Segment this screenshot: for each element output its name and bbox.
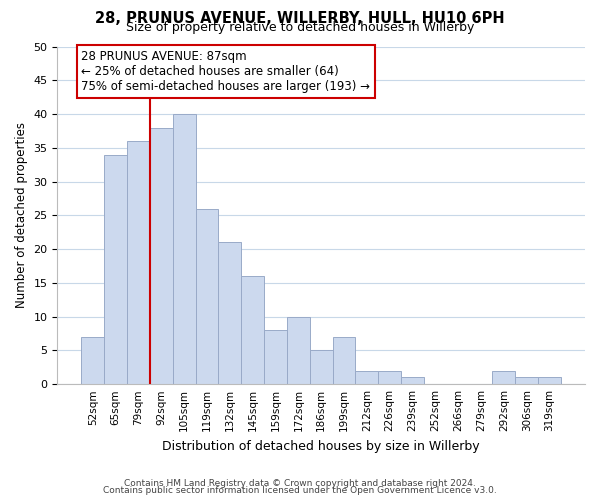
Bar: [379, 370, 401, 384]
Text: 28, PRUNUS AVENUE, WILLERBY, HULL, HU10 6PH: 28, PRUNUS AVENUE, WILLERBY, HULL, HU10 …: [95, 11, 505, 26]
Bar: [401, 378, 424, 384]
Text: Size of property relative to detached houses in Willerby: Size of property relative to detached ho…: [126, 21, 474, 34]
Bar: [218, 242, 241, 384]
Bar: [104, 154, 127, 384]
X-axis label: Distribution of detached houses by size in Willerby: Distribution of detached houses by size …: [163, 440, 480, 452]
Text: Contains public sector information licensed under the Open Government Licence v3: Contains public sector information licen…: [103, 486, 497, 495]
Text: 28 PRUNUS AVENUE: 87sqm
← 25% of detached houses are smaller (64)
75% of semi-de: 28 PRUNUS AVENUE: 87sqm ← 25% of detache…: [82, 50, 370, 93]
Text: Contains HM Land Registry data © Crown copyright and database right 2024.: Contains HM Land Registry data © Crown c…: [124, 478, 476, 488]
Bar: [173, 114, 196, 384]
Bar: [241, 276, 264, 384]
Bar: [332, 337, 355, 384]
Bar: [355, 370, 379, 384]
Bar: [493, 370, 515, 384]
Bar: [150, 128, 173, 384]
Bar: [264, 330, 287, 384]
Y-axis label: Number of detached properties: Number of detached properties: [15, 122, 28, 308]
Bar: [127, 141, 150, 384]
Bar: [196, 208, 218, 384]
Bar: [310, 350, 332, 384]
Bar: [287, 316, 310, 384]
Bar: [515, 378, 538, 384]
Bar: [538, 378, 561, 384]
Bar: [82, 337, 104, 384]
